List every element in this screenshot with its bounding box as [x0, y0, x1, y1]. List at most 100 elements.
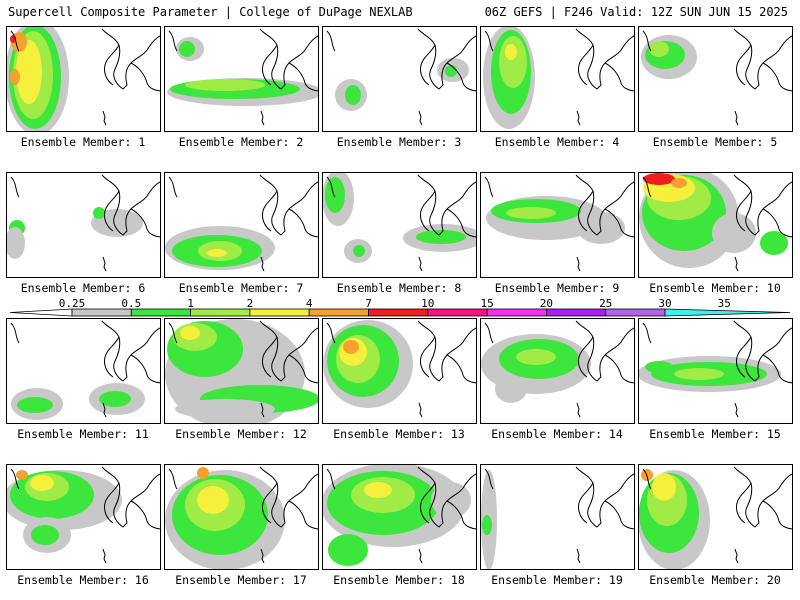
coastline-outline: [130, 208, 160, 238]
scp-contour-fill: [712, 213, 756, 253]
colorbar-swatch: [130, 308, 192, 317]
coastline-outline: [733, 466, 792, 528]
scp-contour-fill: [325, 177, 345, 213]
ensemble-panel: [164, 172, 319, 278]
scp-contour-fill: [328, 534, 368, 566]
coastline-outline: [326, 176, 336, 198]
coastline-outline: [484, 30, 494, 52]
colorbar-tick-label: 35: [718, 297, 731, 310]
coastline-outline: [642, 468, 652, 490]
panel-map: [481, 320, 634, 418]
state-border-mark: [418, 110, 423, 126]
state-border-mark: [260, 402, 265, 418]
coastline-outline: [10, 322, 20, 344]
scp-contour-fill: [652, 473, 676, 501]
state-border-mark: [576, 402, 581, 418]
ensemble-panel: [322, 464, 477, 570]
panel-map: [7, 174, 160, 272]
panel-map: [639, 466, 792, 569]
state-border-mark: [576, 548, 581, 564]
coastline-outline: [101, 320, 160, 382]
coastline-outline: [104, 190, 120, 232]
colorbar-tick-label: 25: [599, 297, 612, 310]
colorbar-swatch: [190, 308, 251, 317]
coastline-outline: [575, 466, 634, 528]
panel-map: [7, 27, 160, 131]
coastline-outline: [484, 176, 494, 198]
member-label: Ensemble Member: 7: [178, 281, 304, 295]
ensemble-panel: [638, 172, 793, 278]
coastline-outline: [168, 468, 178, 490]
member-label: Ensemble Member: 2: [178, 135, 304, 149]
coastline-outline: [420, 44, 436, 86]
colorbar-tick-label: 0.5: [121, 297, 141, 310]
coastline-outline: [168, 176, 178, 198]
scp-contour-fill: [445, 65, 457, 77]
coastline-outline: [288, 500, 318, 530]
colorbar-tick-label: 30: [658, 297, 671, 310]
scp-contour-fill: [185, 79, 265, 91]
state-border-mark: [734, 548, 739, 564]
colorbar-tick-label: 15: [480, 297, 493, 310]
colorbar-swatch: [71, 308, 132, 317]
colorbar-tick-label: 20: [540, 297, 553, 310]
panel-map: [639, 173, 792, 272]
state-border-mark: [418, 256, 423, 272]
colorbar-swatch: [605, 308, 666, 317]
scp-contour-fill: [495, 375, 527, 403]
scp-contour-fill: [516, 349, 556, 365]
coastline-outline: [484, 468, 494, 490]
colorbar-swatch: [308, 308, 369, 317]
state-border-mark: [102, 256, 107, 272]
state-border-mark: [734, 256, 739, 272]
scp-contour-fill: [30, 475, 54, 491]
colorbar: 0.25 0.5 1 2 4 7 10 15 20 25 30 35: [10, 297, 790, 317]
ensemble-panel: [322, 172, 477, 278]
panel-map: [323, 465, 476, 566]
ensemble-panel: [322, 318, 477, 424]
scp-contour-fill: [499, 36, 527, 88]
coastline-outline: [604, 208, 634, 238]
coastline-outline: [326, 30, 336, 52]
scp-contour-fill: [431, 482, 471, 518]
colorbar-tick-label: 7: [365, 297, 372, 310]
panel-map: [481, 466, 634, 569]
coastline-outline: [130, 500, 160, 530]
scp-contour-fill: [17, 397, 53, 413]
scp-contour-fill: [353, 245, 365, 257]
state-border-mark: [102, 110, 107, 126]
scp-contour-fill: [364, 482, 392, 498]
state-border-mark: [102, 402, 107, 418]
panel-map: [323, 173, 476, 272]
member-label: Ensemble Member: 17: [175, 573, 307, 587]
scp-contour-fill: [16, 40, 42, 104]
title-left: Supercell Composite Parameter | College …: [8, 5, 413, 19]
scp-contour-fill: [31, 525, 59, 545]
ensemble-panel: [6, 26, 161, 132]
panel-map: [10, 320, 160, 420]
coastline-outline: [262, 336, 278, 378]
coastline-outline: [736, 190, 752, 232]
coastline-outline: [446, 208, 476, 238]
scp-contour-fill: [482, 515, 492, 535]
member-label: Ensemble Member: 3: [336, 135, 462, 149]
scp-contour-fill: [197, 467, 209, 479]
coastline-outline: [10, 176, 20, 198]
ensemble-panel: [6, 318, 161, 424]
coastline-outline: [420, 190, 436, 232]
coastline-outline: [575, 28, 634, 90]
coastline-outline: [326, 468, 336, 490]
coastline-outline: [762, 62, 792, 92]
member-label: Ensemble Member: 10: [649, 281, 781, 295]
member-label: Ensemble Member: 9: [494, 281, 620, 295]
coastline-outline: [604, 62, 634, 92]
colorbar-below-min: [10, 308, 73, 317]
colorbar-swatch: [427, 308, 488, 317]
panel-map: [641, 28, 792, 126]
member-label: Ensemble Member: 16: [17, 573, 149, 587]
coastline-outline: [168, 30, 178, 52]
ensemble-panel: [6, 172, 161, 278]
ensemble-panel: [164, 26, 319, 132]
state-border-mark: [418, 402, 423, 418]
coastline-outline: [104, 482, 120, 524]
